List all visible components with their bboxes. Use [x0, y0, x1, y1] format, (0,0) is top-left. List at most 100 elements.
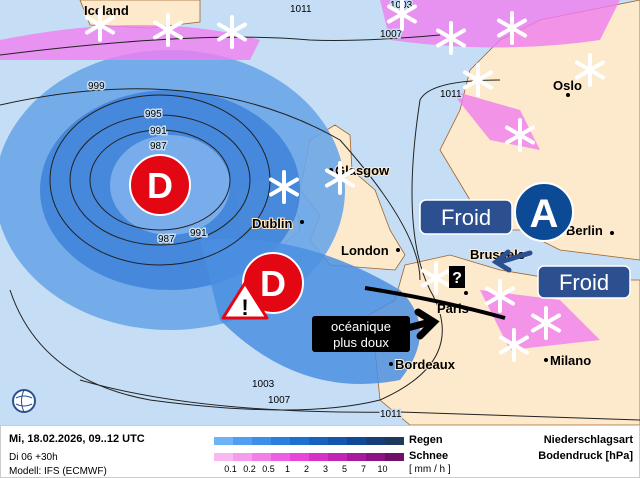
- color-swatch: [328, 437, 347, 445]
- isobar-label: 999: [88, 81, 105, 92]
- cold-air-arrow-icon: [491, 249, 533, 273]
- color-swatch: [290, 437, 309, 445]
- snowflake-icon: [499, 328, 529, 362]
- froid-text: Froid: [559, 270, 609, 295]
- color-swatch: [271, 453, 290, 461]
- snowflake-icon: [497, 11, 527, 45]
- snowflake-icon: [217, 15, 247, 49]
- cold-front-line: [364, 286, 506, 320]
- city-dublin: Dublin: [252, 216, 292, 231]
- tick-label: 3: [322, 464, 328, 474]
- tick-label: 7: [360, 464, 366, 474]
- forecast-date: Mi, 18.02.2026, 09..12 UTC: [9, 433, 145, 445]
- rain-label: Regen: [409, 434, 443, 446]
- weather-map: 1003 1007 999 995 991 987 987 991 1011 1…: [0, 0, 640, 425]
- color-swatch: [233, 453, 252, 461]
- snow-colorbar: [214, 453, 404, 461]
- oceanic-text: océanique: [331, 319, 391, 334]
- snowflake-icon: [85, 8, 115, 42]
- snowflake-icon: [463, 63, 493, 97]
- isobar-label: 1007: [268, 395, 291, 406]
- tick-label: 0.5: [262, 464, 275, 474]
- snowflake-icon: [531, 306, 561, 340]
- color-swatch: [366, 453, 385, 461]
- city-iceland: Iceland: [84, 3, 129, 18]
- colorbar-ticks: 0.1 0.2 0.5 1 2 3 5 7 10: [221, 464, 392, 474]
- isobar-label: 995: [145, 109, 162, 120]
- color-swatch: [385, 453, 404, 461]
- snowflake-icon: [575, 53, 605, 87]
- tick-label: 10: [377, 464, 388, 474]
- color-swatch: [214, 453, 233, 461]
- isobar-label: 1003: [252, 379, 275, 390]
- color-swatch: [290, 453, 309, 461]
- city-oslo: Oslo: [553, 78, 582, 93]
- snowflake-icon: [505, 118, 535, 152]
- color-swatch: [309, 453, 328, 461]
- high-pressure: A: [514, 182, 574, 242]
- isobar-label: 991: [190, 228, 207, 239]
- model-info: Modell: IFS (ECMWF): [9, 466, 107, 477]
- low-label: D: [147, 165, 173, 206]
- low-label: D: [260, 263, 286, 304]
- snowflake-icon: [153, 13, 183, 47]
- color-swatch: [252, 437, 271, 445]
- color-swatch: [347, 437, 366, 445]
- pressure-title: Bodendruck [hPa]: [538, 450, 633, 462]
- snowflake-icon: [387, 0, 417, 31]
- unit-label: [ mm / h ]: [409, 464, 451, 475]
- color-swatch: [271, 437, 290, 445]
- tick-label: 2: [303, 464, 309, 474]
- warning-icon: !: [221, 281, 269, 320]
- tick-label: 5: [341, 464, 347, 474]
- globe-icon[interactable]: [12, 389, 36, 413]
- tick-label: 0.1: [224, 464, 237, 474]
- snowflake-icon: [436, 21, 466, 55]
- isobar-label: 987: [150, 141, 167, 152]
- snowflake-icon: [325, 161, 355, 195]
- isobar-labels: 1003 1007 999 995 991 987 987 991 1011 1…: [87, 0, 464, 422]
- color-swatch: [385, 437, 404, 445]
- snow-label: Schnee: [409, 450, 449, 462]
- froid-text: Froid: [441, 205, 491, 230]
- oceanic-label: océanique plus doux: [312, 308, 440, 352]
- isobar-label: 991: [150, 126, 167, 137]
- color-swatch: [233, 437, 252, 445]
- color-swatch: [366, 437, 385, 445]
- city-berlin: Berlin: [566, 223, 603, 238]
- warning-mark: !: [241, 295, 248, 320]
- city-bordeaux: Bordeaux: [395, 357, 456, 372]
- run-info: Di 06 +30h: [9, 452, 58, 463]
- froid-label-2: Froid: [537, 265, 631, 299]
- snowflake-icons: [85, 0, 605, 362]
- color-swatch: [214, 437, 233, 445]
- oceanic-text: plus doux: [333, 335, 389, 350]
- froid-label-1: Froid: [419, 199, 513, 235]
- color-swatch: [347, 453, 366, 461]
- isobar-label: 1011: [380, 409, 402, 420]
- cities: Iceland Glasgow Dublin London Brussels P…: [83, 2, 614, 373]
- low-pressure-1: D: [129, 154, 191, 216]
- warm-arrow-icon: [396, 308, 440, 340]
- precip-type-title: Niederschlagsart: [543, 434, 633, 446]
- snowflake-icon: [485, 279, 515, 313]
- snowflake-icon: [269, 170, 299, 204]
- isobar-label: 987: [158, 234, 175, 245]
- tick-label: 0.2: [243, 464, 256, 474]
- snowflake-icon: [421, 261, 451, 295]
- isobar-label: 1007: [380, 29, 403, 40]
- isobar-label: 1011: [290, 4, 312, 15]
- low-pressure-2: D: [242, 252, 304, 314]
- city-london: London: [341, 243, 389, 258]
- color-swatch: [328, 453, 347, 461]
- rain-colorbar: [214, 437, 404, 445]
- city-milano: Milano: [550, 353, 591, 368]
- isobar-label: 1011: [440, 89, 462, 100]
- question-mark: ?: [452, 270, 462, 287]
- tick-label: 1: [284, 464, 290, 474]
- question-box: ?: [449, 266, 465, 288]
- high-label: A: [530, 192, 559, 236]
- legend: Mi, 18.02.2026, 09..12 UTC Di 06 +30h Mo…: [0, 425, 640, 478]
- color-swatch: [309, 437, 328, 445]
- color-swatch: [252, 453, 271, 461]
